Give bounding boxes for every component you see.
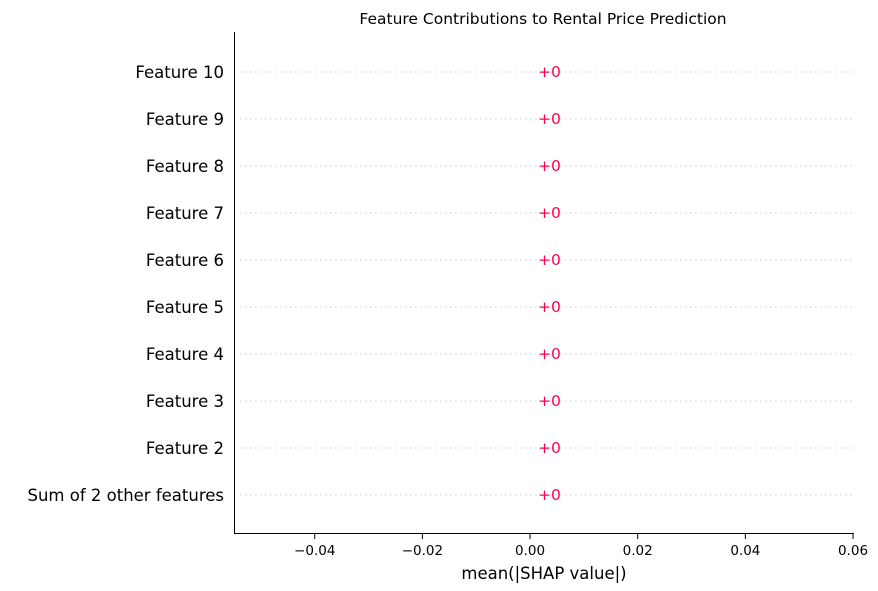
x-tick-label: 0.06 xyxy=(838,543,868,559)
x-tick-label: 0.00 xyxy=(515,543,545,559)
category-label: Feature 4 xyxy=(146,345,224,364)
x-axis-label: mean(|SHAP value|) xyxy=(461,564,626,583)
chart-title: Feature Contributions to Rental Price Pr… xyxy=(359,10,726,28)
x-tick-label: 0.02 xyxy=(623,543,653,559)
value-label: +0 xyxy=(538,298,561,316)
value-label: +0 xyxy=(538,204,561,222)
value-label: +0 xyxy=(538,345,561,363)
value-label: +0 xyxy=(538,63,561,81)
category-label: Feature 10 xyxy=(135,63,224,82)
x-tick-label: 0.04 xyxy=(730,543,760,559)
value-label: +0 xyxy=(538,157,561,175)
value-label: +0 xyxy=(538,392,561,410)
value-label: +0 xyxy=(538,251,561,269)
guide-lines xyxy=(240,71,853,496)
value-label: +0 xyxy=(538,486,561,504)
category-label: Feature 3 xyxy=(146,392,224,411)
category-label: Sum of 2 other features xyxy=(27,486,224,505)
value-label: +0 xyxy=(538,110,561,128)
category-label: Feature 7 xyxy=(146,204,224,223)
category-label: Feature 6 xyxy=(146,251,224,270)
x-ticks: −0.04 −0.02 0.00 0.02 0.04 0.06 xyxy=(294,533,868,559)
value-label: +0 xyxy=(538,439,561,457)
category-label: Feature 2 xyxy=(146,439,224,458)
category-label: Feature 9 xyxy=(146,110,224,129)
x-tick-label: −0.04 xyxy=(294,543,335,559)
value-labels: +0 +0 +0 +0 +0 +0 +0 +0 +0 +0 xyxy=(538,63,561,504)
category-labels: Feature 10 Feature 9 Feature 8 Feature 7 Fea… xyxy=(27,63,224,505)
category-label: Feature 8 xyxy=(146,157,224,176)
x-tick-label: −0.02 xyxy=(402,543,443,559)
category-label: Feature 5 xyxy=(146,298,224,317)
